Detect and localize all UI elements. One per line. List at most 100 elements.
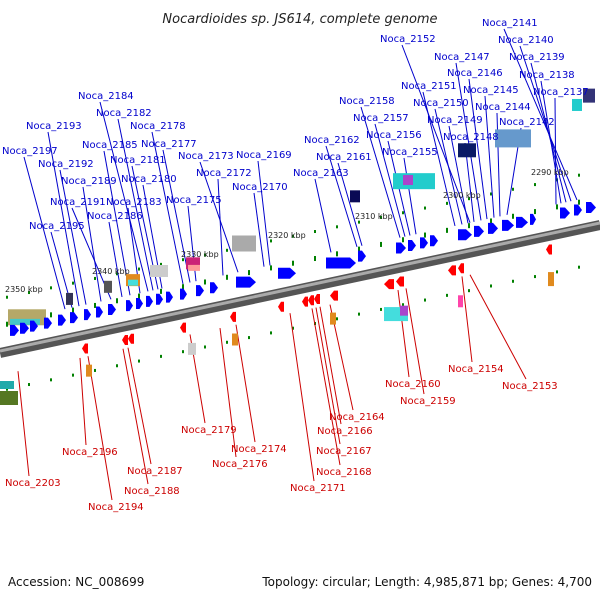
gene-label-top[interactable]: Noca_2186 xyxy=(87,211,143,222)
leader-line-top xyxy=(519,45,572,202)
minor-tick-top xyxy=(116,272,118,276)
gene-label-top[interactable]: Noca_2152 xyxy=(380,34,436,45)
forward-gene-arrow xyxy=(278,267,296,279)
major-tick-top xyxy=(490,218,492,224)
forward-gene-arrow xyxy=(458,229,472,241)
gene-label-top[interactable]: Noca_2161 xyxy=(316,152,372,163)
forward-gene-arrow xyxy=(210,282,218,294)
gene-label-bottom[interactable]: Noca_2194 xyxy=(88,502,144,513)
gene-label-bottom[interactable]: Noca_2188 xyxy=(124,486,180,497)
gene-label-top[interactable]: Noca_2145 xyxy=(463,85,519,96)
gene-label-bottom[interactable]: Noca_2154 xyxy=(448,364,504,375)
gene-label-top[interactable]: Noca_2140 xyxy=(498,35,554,46)
major-tick-top xyxy=(226,274,228,280)
feature-box xyxy=(548,272,554,287)
minor-tick-bottom xyxy=(270,331,272,335)
gene-label-top[interactable]: Noca_2183 xyxy=(106,197,162,208)
gene-label-bottom[interactable]: Noca_2196 xyxy=(62,447,118,458)
gene-label-top[interactable]: Noca_2144 xyxy=(475,102,531,113)
leader-line-top xyxy=(401,44,471,223)
gene-label-top[interactable]: Noca_2197 xyxy=(2,146,58,157)
kbp-marker: 2350 kbp xyxy=(5,285,43,294)
gene-label-top[interactable]: Noca_2180 xyxy=(121,174,177,185)
gene-label-bottom[interactable]: Noca_2187 xyxy=(127,466,183,477)
gene-label-bottom[interactable]: Noca_2179 xyxy=(181,425,237,436)
gene-label-top[interactable]: Noca_2177 xyxy=(141,139,197,150)
gene-label-top[interactable]: Noca_2148 xyxy=(443,132,499,143)
gene-label-bottom[interactable]: Noca_2153 xyxy=(502,381,558,392)
gene-label-top[interactable]: Noca_2169 xyxy=(236,150,292,161)
gene-label-top[interactable]: Noca_2195 xyxy=(29,221,85,232)
kbp-marker: 2300 kbp xyxy=(443,191,481,200)
major-tick-top xyxy=(358,246,360,252)
gene-label-top[interactable]: Noca_2137 xyxy=(533,87,589,98)
feature-box xyxy=(232,235,256,252)
gene-label-top[interactable]: Noca_2172 xyxy=(196,168,252,179)
gene-label-top[interactable]: Noca_2157 xyxy=(353,113,409,124)
minor-tick-top xyxy=(204,253,206,257)
forward-gene-arrow xyxy=(166,291,173,303)
gene-label-top[interactable]: Noca_2141 xyxy=(482,18,538,29)
genome-backbone xyxy=(0,220,600,358)
gene-label-top[interactable]: Noca_2170 xyxy=(232,182,288,193)
gene-label-bottom[interactable]: Noca_2164 xyxy=(329,412,385,423)
forward-gene-arrow xyxy=(10,324,19,336)
minor-tick-bottom xyxy=(578,265,580,269)
kbp-marker: 2310 kbp xyxy=(355,212,393,221)
gene-label-top[interactable]: Noca_2185 xyxy=(82,140,138,151)
gene-label-top[interactable]: Noca_2147 xyxy=(434,52,490,63)
feature-box xyxy=(188,264,200,271)
feature-box xyxy=(188,342,196,355)
minor-tick-bottom xyxy=(292,326,294,330)
leader-line-top xyxy=(455,62,482,221)
leader-line-top xyxy=(554,97,557,205)
feature-box xyxy=(350,190,360,203)
minor-tick-top xyxy=(490,192,492,196)
minor-tick-bottom xyxy=(556,270,558,274)
gene-label-top[interactable]: Noca_2173 xyxy=(178,151,234,162)
feature-box xyxy=(583,88,595,103)
gene-label-top[interactable]: Noca_2155 xyxy=(382,147,438,158)
gene-label-top[interactable]: Noca_2189 xyxy=(61,176,117,187)
gene-label-top[interactable]: Noca_2184 xyxy=(78,91,134,102)
gene-label-top[interactable]: Noca_2156 xyxy=(366,130,422,141)
genome-backbone-highlight xyxy=(0,221,600,353)
gene-label-top[interactable]: Noca_2182 xyxy=(96,108,152,119)
gene-label-bottom[interactable]: Noca_2159 xyxy=(400,396,456,407)
gene-label-top[interactable]: Noca_2181 xyxy=(110,155,166,166)
reverse-gene-arrow xyxy=(278,301,284,312)
leader-line-top xyxy=(82,186,102,302)
gene-label-bottom[interactable]: Noca_2176 xyxy=(212,459,268,470)
forward-gene-arrow xyxy=(58,314,66,326)
reverse-gene-arrow xyxy=(330,290,338,301)
gene-label-top[interactable]: Noca_2175 xyxy=(166,195,222,206)
gene-label-top[interactable]: Noca_2193 xyxy=(26,121,82,132)
gene-label-bottom[interactable]: Noca_2174 xyxy=(231,444,287,455)
gene-label-top[interactable]: Noca_2139 xyxy=(509,52,565,63)
gene-label-top[interactable]: Noca_2163 xyxy=(293,168,349,179)
gene-label-top[interactable]: Noca_2158 xyxy=(339,96,395,107)
forward-gene-arrow xyxy=(180,288,187,300)
gene-label-bottom[interactable]: Noca_2168 xyxy=(316,467,372,478)
gene-label-top[interactable]: Noca_2146 xyxy=(447,68,503,79)
gene-label-bottom[interactable]: Noca_2167 xyxy=(316,446,372,457)
gene-label-top[interactable]: Noca_2150 xyxy=(413,98,469,109)
minor-tick-top xyxy=(72,281,74,285)
gene-arrows xyxy=(10,201,596,354)
gene-label-bottom[interactable]: Noca_2203 xyxy=(5,478,61,489)
gene-label-top[interactable]: Noca_2138 xyxy=(519,70,575,81)
gene-label-bottom[interactable]: Noca_2171 xyxy=(290,483,346,494)
gene-label-top[interactable]: Noca_2149 xyxy=(427,115,483,126)
gene-label-top[interactable]: Noca_2178 xyxy=(130,121,186,132)
gene-label-top[interactable]: Noca_2151 xyxy=(401,81,457,92)
gene-label-top[interactable]: Noca_2192 xyxy=(38,159,94,170)
gene-label-top[interactable]: Noca_2142 xyxy=(499,117,555,128)
gene-label-bottom[interactable]: Noca_2166 xyxy=(317,426,373,437)
major-tick-top xyxy=(446,227,448,233)
forward-gene-arrow xyxy=(502,219,514,231)
gene-label-top[interactable]: Noca_2162 xyxy=(304,135,360,146)
gene-label-bottom[interactable]: Noca_2160 xyxy=(385,379,441,390)
feature-box xyxy=(0,391,18,405)
minor-tick-bottom xyxy=(50,378,52,382)
gene-label-top[interactable]: Noca_2191 xyxy=(50,197,106,208)
